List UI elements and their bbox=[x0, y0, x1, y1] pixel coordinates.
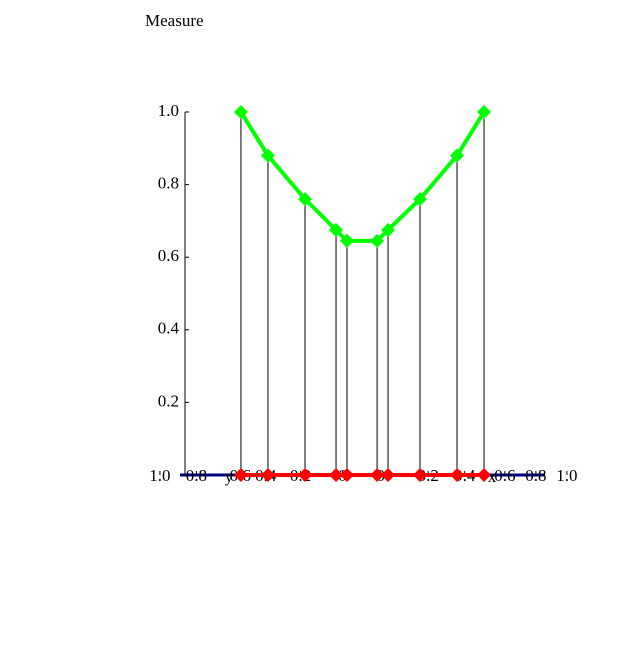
point bbox=[450, 148, 465, 163]
x-tick-label: 0.6 bbox=[494, 466, 515, 485]
point bbox=[260, 148, 275, 163]
chart-title: Measure bbox=[145, 11, 204, 30]
point bbox=[298, 192, 313, 207]
x-tick-label: 1.0 bbox=[556, 466, 577, 485]
y-axis-label: y bbox=[225, 467, 234, 486]
point bbox=[381, 468, 396, 482]
point bbox=[450, 468, 465, 482]
point bbox=[233, 105, 248, 119]
point bbox=[339, 468, 354, 482]
point bbox=[298, 468, 313, 482]
y-tick-label: 0.8 bbox=[158, 174, 179, 193]
point bbox=[329, 468, 344, 482]
y-tick-label: 0.2 bbox=[158, 391, 179, 410]
point bbox=[370, 233, 385, 248]
point bbox=[477, 468, 492, 482]
x-axis-label: x bbox=[488, 467, 497, 486]
point bbox=[339, 233, 354, 248]
point bbox=[260, 468, 275, 482]
y-tick-label: 0.4 bbox=[158, 319, 180, 338]
x-tick-label: 0.8 bbox=[525, 466, 546, 485]
y-tick-label: 1.0 bbox=[158, 101, 179, 120]
point bbox=[370, 468, 385, 482]
point bbox=[412, 468, 427, 482]
point bbox=[412, 192, 427, 207]
x-tick-label: 0.8 bbox=[186, 466, 207, 485]
point bbox=[477, 105, 492, 119]
series-line bbox=[239, 110, 486, 243]
point bbox=[381, 222, 396, 237]
point bbox=[329, 222, 344, 237]
point bbox=[233, 468, 248, 482]
y-tick-label: 0.6 bbox=[158, 246, 179, 265]
x-tick-label: 1.0 bbox=[149, 466, 170, 485]
